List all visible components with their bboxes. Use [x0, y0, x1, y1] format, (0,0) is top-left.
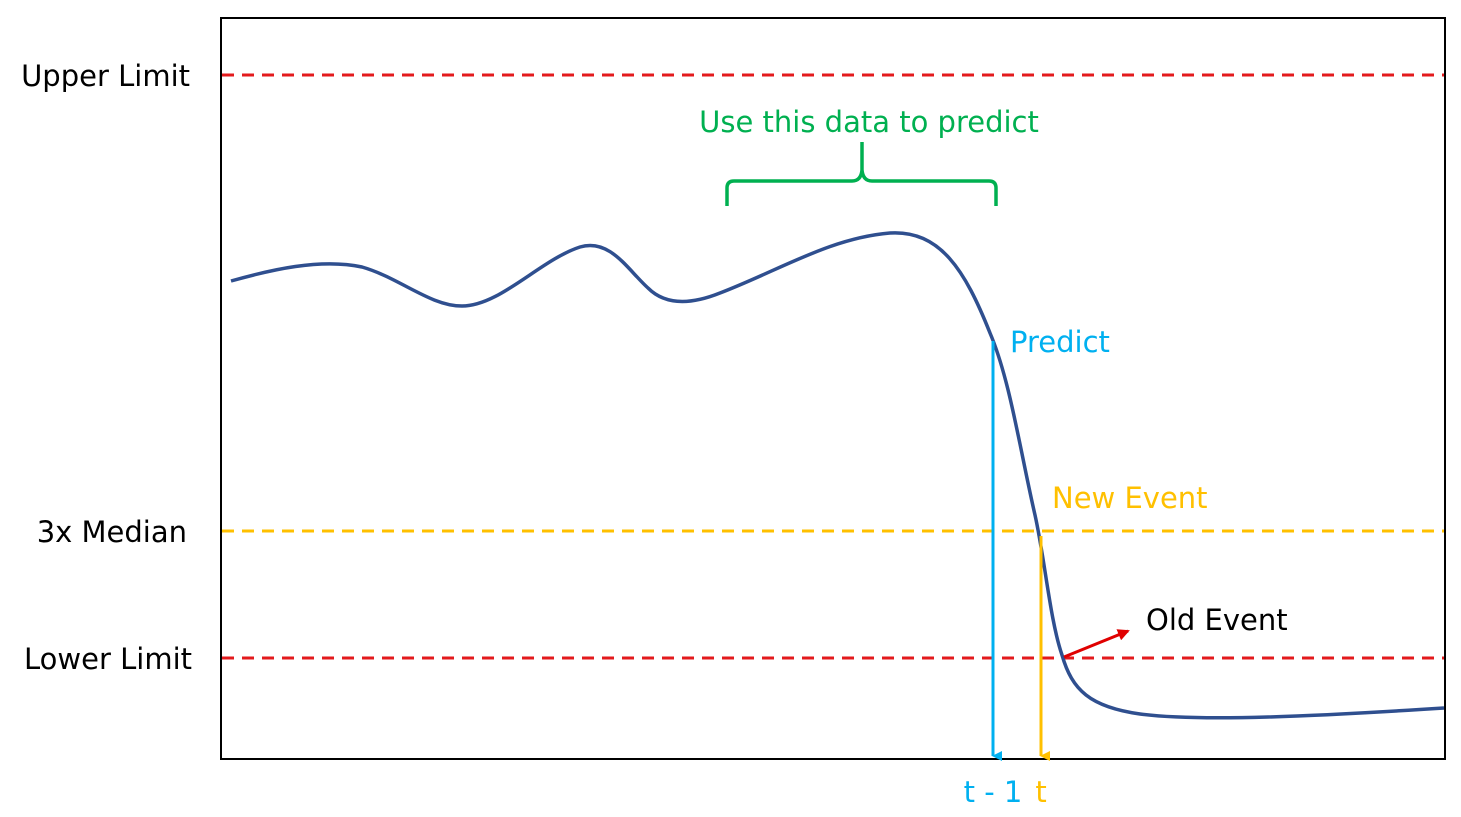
data-window-brace: [725, 142, 998, 206]
new-event-label: New Event: [1052, 481, 1208, 515]
data-window-label: Use this data to predict: [699, 105, 1039, 139]
predict-label: Predict: [1010, 325, 1110, 359]
plot-frame: [220, 17, 1446, 760]
t-label: t: [1035, 775, 1046, 809]
lower-limit-label: Lower Limit: [24, 642, 192, 676]
old-event-label: Old Event: [1146, 603, 1288, 637]
t-minus-1-label: t - 1: [964, 775, 1023, 809]
upper-limit-label: Upper Limit: [21, 59, 190, 93]
median-label: 3x Median: [37, 515, 187, 549]
old-event-arrow: [1063, 629, 1130, 659]
signal-curve: [230, 231, 1445, 720]
